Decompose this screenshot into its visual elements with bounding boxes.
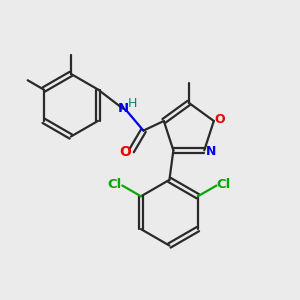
- Text: N: N: [206, 145, 216, 158]
- Text: O: O: [214, 113, 225, 126]
- Text: H: H: [128, 97, 137, 110]
- Text: Cl: Cl: [217, 178, 231, 191]
- Text: N: N: [118, 102, 129, 115]
- Text: Cl: Cl: [107, 178, 122, 191]
- Text: O: O: [120, 146, 131, 159]
